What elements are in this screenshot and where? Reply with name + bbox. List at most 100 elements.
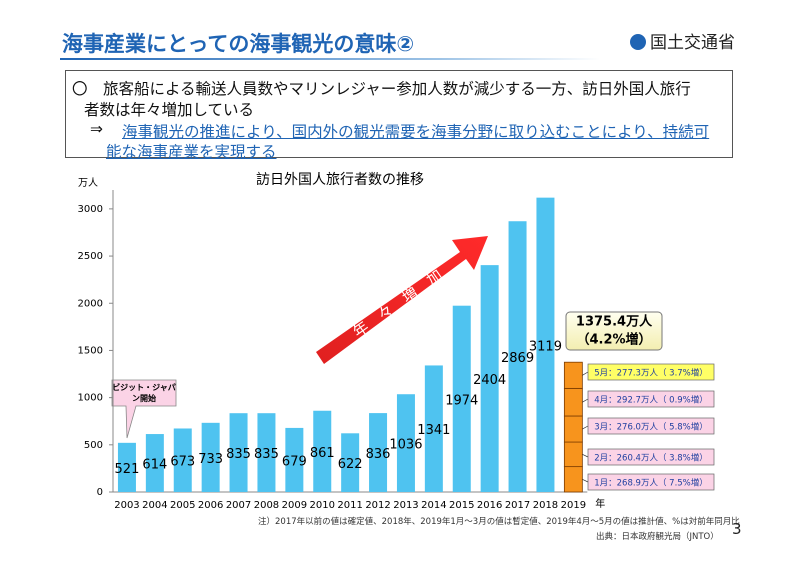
title-rule: [60, 58, 600, 60]
total-box: [565, 311, 663, 351]
value-label: 2869: [501, 351, 534, 366]
value-label: 3119: [529, 339, 562, 354]
bar: [285, 427, 304, 492]
value-label: 835: [254, 447, 279, 462]
total-callout: 1375.4万人 （4.2%増）: [565, 311, 663, 351]
x-tick-label: 2016: [477, 500, 502, 511]
bar: [396, 394, 415, 492]
stack-segment: [563, 441, 583, 468]
x-tick-label: 2013: [393, 500, 418, 511]
month-box: [587, 448, 715, 466]
bar: [341, 433, 360, 492]
callout-text: ビジット・ジャパン開始: [112, 383, 176, 403]
x-tick-label: 2009: [282, 500, 307, 511]
value-label: 614: [142, 458, 167, 473]
value-label: 2404: [473, 373, 506, 388]
y-tick-label: 500: [84, 440, 103, 451]
logo-icon: [630, 34, 646, 50]
value-label: 1036: [389, 438, 422, 453]
callout-text-box: ビジット・ジャパン開始: [112, 383, 176, 403]
value-label: 835: [226, 447, 251, 462]
value-label: 1974: [445, 393, 478, 408]
x-tick-label: 2003: [114, 500, 139, 511]
bar: [229, 413, 248, 492]
bar: [173, 428, 192, 492]
stack-segment: [563, 361, 583, 389]
summary-box: 〇 旅客船による輸送人員数やマリンレジャー参加人数が減少する一方、訪日外国人旅行…: [65, 70, 733, 161]
value-label: 673: [170, 455, 195, 470]
bar: [452, 305, 471, 492]
month-label: 3月：276.0万人（ 5.8%増）: [594, 422, 708, 433]
x-tick-label: 2007: [226, 500, 251, 511]
note: 注）2017年以前の値は確定値、2018年、2019年1月～3月の値は暫定値、2…: [258, 517, 740, 527]
slide-title: 海事産業にとっての海事観光の意味②: [62, 32, 415, 56]
value-label: 836: [366, 447, 391, 462]
connector: [582, 371, 589, 376]
x-tick-label: 2015: [449, 500, 474, 511]
start-callout: ビジット・ジャパン開始: [111, 379, 177, 439]
logo: 国土交通省: [630, 28, 735, 53]
value-label: 521: [115, 462, 140, 477]
month-label: 5月：277.3万人（ 3.7%増）: [594, 368, 708, 379]
x-tick-label: 2017: [505, 500, 530, 511]
bar: [201, 422, 220, 492]
month-box: [587, 473, 715, 491]
x-tick-label: 2010: [310, 500, 335, 511]
point-line: 〇 旅客船による輸送人員数やマリンレジャー参加人数が減少する一方、訪日外国人旅行: [72, 80, 691, 98]
chart-title: 訪日外国人旅行者数の推移: [256, 172, 424, 188]
bar: [369, 413, 388, 492]
x-tick-label: 2008: [254, 500, 279, 511]
connector: [582, 478, 589, 483]
y-tick-label: 0: [97, 487, 103, 498]
bar: [145, 434, 164, 492]
y-tick-label: 2000: [78, 298, 103, 309]
value-label: 861: [310, 446, 335, 461]
y-tick-label: 1500: [78, 345, 103, 356]
x-tick-label: 2012: [365, 500, 390, 511]
stack-segment: [563, 466, 583, 493]
total-change: （4.2%増）: [576, 332, 651, 348]
month-box: [587, 417, 715, 435]
arrow-shape: [316, 236, 488, 364]
x-tick-label: 2004: [142, 500, 167, 511]
y-tick-label: 3000: [78, 204, 103, 215]
bar: [536, 197, 555, 492]
bar: [480, 265, 499, 492]
connector: [582, 425, 589, 430]
x-axis-label: 年: [595, 497, 605, 510]
value-label: 1341: [417, 423, 450, 438]
stack-segment: [563, 387, 583, 417]
connector: [582, 398, 589, 403]
x-tick-label: 2011: [337, 500, 362, 511]
callout-shape: [111, 379, 177, 439]
x-tick-label: 2018: [533, 500, 558, 511]
bar: [424, 365, 443, 492]
bar: [313, 410, 332, 492]
month-label: 1月：268.9万人（ 7.5%増）: [594, 478, 708, 489]
bar: [508, 221, 527, 492]
stack-segment: [563, 415, 583, 443]
conclusion-line: 能な海事産業を実現する: [106, 143, 277, 161]
connector: [582, 454, 589, 458]
bar: [257, 413, 276, 492]
page-number: 3: [732, 520, 742, 538]
x-tick-label: 2006: [198, 500, 223, 511]
y-tick-label: 1000: [78, 393, 103, 404]
point-line: 者数は年々増加している: [84, 101, 255, 119]
total-label: 1375.4万人: [576, 314, 653, 330]
x-tick-label: 2005: [170, 500, 195, 511]
month-label: 2月：260.4万人（ 3.8%増）: [594, 453, 708, 464]
value-label: 679: [282, 454, 307, 469]
value-label: 733: [198, 452, 223, 467]
trend-label: 年 々 増 加: [350, 266, 446, 341]
month-label: 4月：292.7万人（ 0.9%増）: [594, 395, 708, 406]
source: 出典：日本政府観光局（JNTO）: [596, 532, 719, 542]
y-tick-label: 2500: [78, 251, 103, 262]
x-tick-label: 2019: [561, 500, 586, 511]
month-box: [587, 390, 715, 408]
bar: [117, 442, 136, 492]
x-tick-label: 2014: [421, 500, 446, 511]
value-label: 622: [338, 457, 363, 472]
